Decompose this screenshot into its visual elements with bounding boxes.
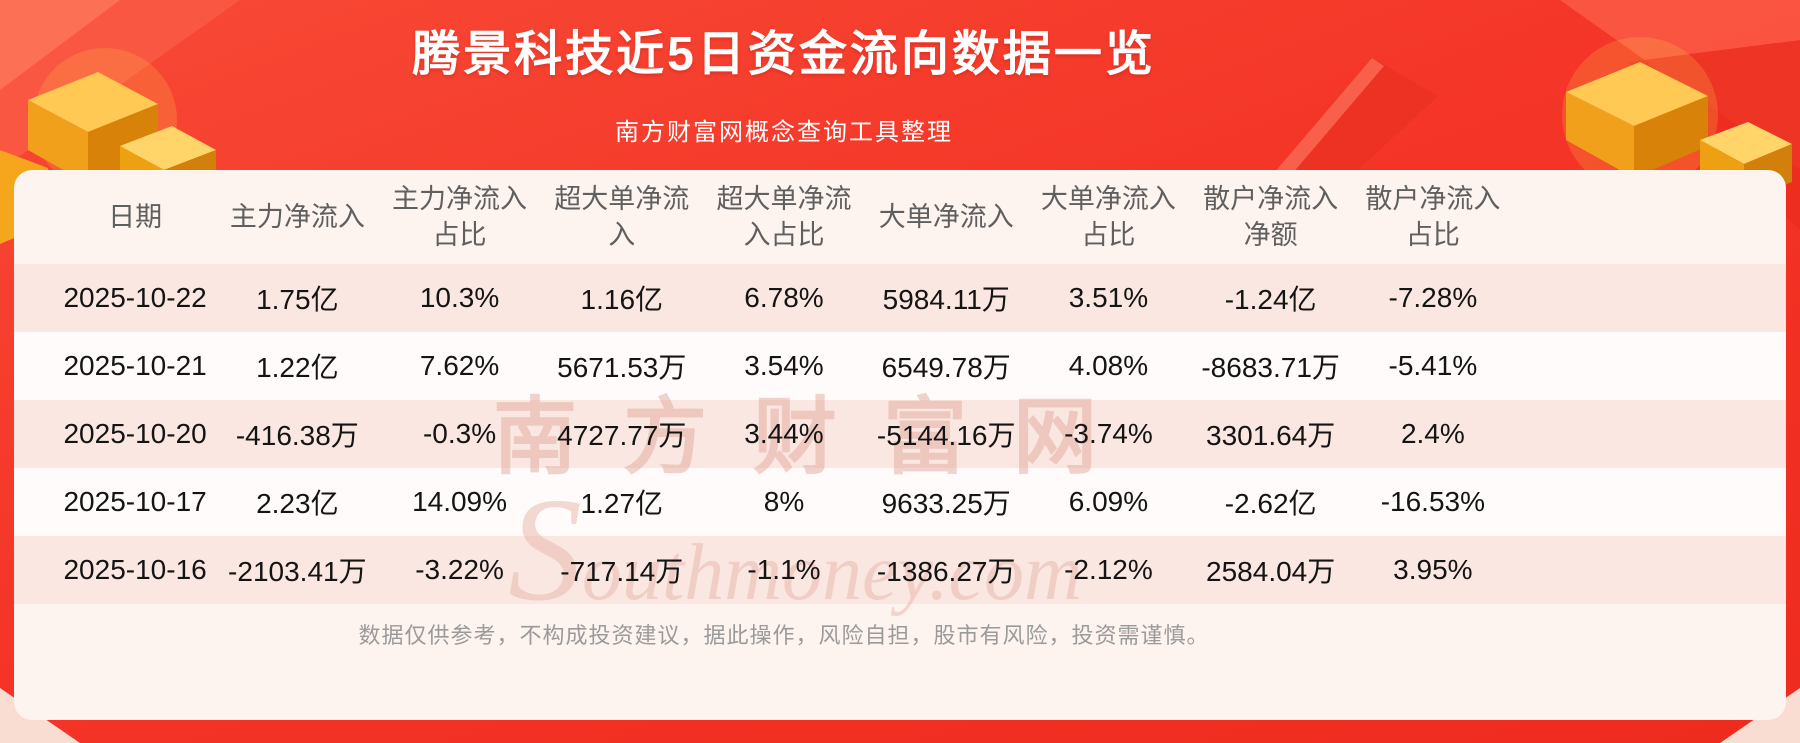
column-header: 散户净流入净额 <box>1203 183 1339 250</box>
value-cell: 3.44% <box>744 418 824 449</box>
page-title: 腾景科技近5日资金流向数据一览 <box>412 28 1156 81</box>
value-cell: 5671.53万 <box>557 352 687 383</box>
value-cell: -0.3% <box>422 418 497 449</box>
value-cell: 1.22亿 <box>256 352 339 383</box>
column-header: 大单净流入占比 <box>1040 183 1176 250</box>
page-subtitle: 南方财富网概念查询工具整理 <box>615 119 953 146</box>
column-header: 日期 <box>108 201 163 232</box>
value-cell: 4727.77万 <box>557 420 687 451</box>
value-cell: 1.75亿 <box>256 284 339 315</box>
value-cell: 6.09% <box>1068 486 1149 517</box>
value-cell: -5.41% <box>1388 350 1478 381</box>
value-cell: 1.27亿 <box>580 488 664 519</box>
date-cell: 2025-10-17 <box>63 486 207 517</box>
fund-flow-table: 日期 主力净流入 主力净流入占比 超大单净流入 超大单净流入占比 大单净流入 大单净流入占比… <box>14 170 1786 604</box>
date-cell: 2025-10-21 <box>63 350 207 381</box>
value-cell: -8683.71万 <box>1201 352 1340 383</box>
value-cell: 5984.11万 <box>882 284 1010 315</box>
value-cell: 3301.64万 <box>1206 420 1336 451</box>
value-cell: 10.3% <box>419 282 500 313</box>
value-cell: 8% <box>763 486 805 517</box>
value-cell: 3.51% <box>1068 282 1149 313</box>
column-header: 超大单净流入 <box>554 183 690 250</box>
value-cell: 6.78% <box>744 282 824 313</box>
value-cell: 2584.04万 <box>1206 556 1336 587</box>
table-row: 2025-10-20 -416.38万 -0.3% 4727.77万 3.44% -514… <box>14 400 1786 468</box>
column-header: 超大单净流入占比 <box>716 183 852 250</box>
value-cell: -416.38万 <box>235 420 359 451</box>
value-cell: 2.23亿 <box>256 488 339 519</box>
header: 腾景科技近5日资金流向数据一览 南方财富网概念查询工具整理 <box>0 14 1568 147</box>
table-row: 2025-10-17 2.23亿 14.09% 1.27亿 8% 9633.25万 6.09… <box>14 468 1786 536</box>
value-cell: 6549.78万 <box>881 352 1011 383</box>
value-cell: -16.53% <box>1380 486 1485 517</box>
value-cell: -1.24亿 <box>1224 284 1317 315</box>
value-cell: 2.4% <box>1400 418 1465 449</box>
column-header: 散户净流入占比 <box>1365 183 1501 250</box>
value-cell: -717.14万 <box>560 556 684 587</box>
value-cell: 4.08% <box>1068 350 1149 381</box>
column-header: 主力净流入 <box>229 201 365 232</box>
disclaimer-text: 数据仅供参考，不构成投资建议，据此操作，风险自担，股市有风险，投资需谨慎。 <box>358 623 1210 648</box>
date-cell: 2025-10-22 <box>63 282 207 313</box>
table-row: 2025-10-16 -2103.41万 -3.22% -717.14万 -1.1% -1… <box>14 536 1786 604</box>
value-cell: -2.12% <box>1064 554 1153 585</box>
table-row: 2025-10-22 1.75亿 10.3% 1.16亿 6.78% 5984.11万 3.… <box>14 264 1786 332</box>
value-cell: 7.62% <box>419 350 500 381</box>
value-cell: 1.16亿 <box>580 284 664 315</box>
value-cell: -3.22% <box>415 554 504 585</box>
value-cell: 9633.25万 <box>881 488 1011 519</box>
value-cell: -1386.27万 <box>876 556 1016 587</box>
value-cell: 14.09% <box>412 486 508 517</box>
data-card: 南方财富网 Southmoney.com 日期 主力净流入 主力净流入占比 超大单净流… <box>14 170 1786 720</box>
date-cell: 2025-10-20 <box>63 418 207 449</box>
value-cell: -7.28% <box>1388 282 1478 313</box>
table-row: 2025-10-21 1.22亿 7.62% 5671.53万 3.54% 6549.78… <box>14 332 1786 400</box>
value-cell: -3.74% <box>1064 418 1153 449</box>
value-cell: -1.1% <box>747 554 821 585</box>
value-cell: 3.95% <box>1393 554 1473 585</box>
value-cell: 3.54% <box>744 350 824 381</box>
value-cell: -5144.16万 <box>876 420 1016 451</box>
column-header: 大单净流入 <box>878 201 1014 232</box>
date-cell: 2025-10-16 <box>63 554 207 585</box>
value-cell: -2.62亿 <box>1224 488 1317 519</box>
table-header-row: 日期 主力净流入 主力净流入占比 超大单净流入 超大单净流入占比 大单净流入 大单净流入占比… <box>14 170 1786 264</box>
value-cell: -2103.41万 <box>228 556 367 587</box>
column-header: 主力净流入占比 <box>392 183 528 250</box>
